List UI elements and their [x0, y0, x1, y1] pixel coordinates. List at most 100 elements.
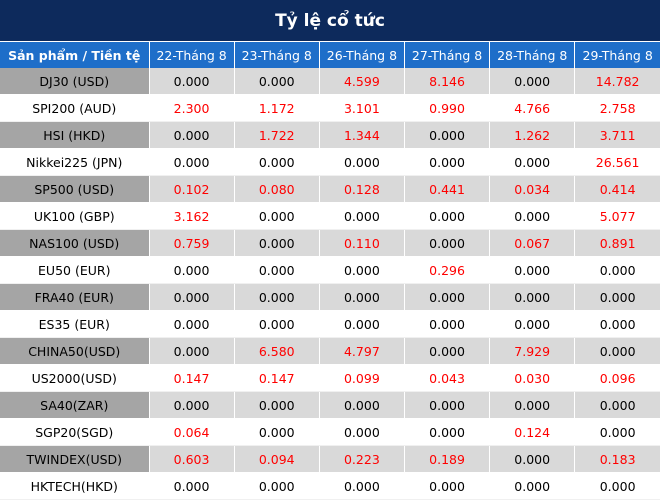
dividend-value-cell: 0.000: [234, 418, 320, 446]
dividend-value-cell: 0.094: [234, 445, 320, 473]
dividend-value-cell: 0.441: [404, 175, 491, 203]
dividend-value-cell: 14.782: [574, 68, 660, 95]
product-name-cell: EU50 (EUR): [0, 256, 150, 284]
dividend-value-cell: 0.414: [574, 175, 660, 203]
dividend-value-cell: 0.000: [489, 202, 576, 230]
product-name-cell: DJ30 (USD): [0, 68, 150, 95]
dividend-value-cell: 0.000: [149, 310, 235, 338]
product-name-cell: HKTECH(HKD): [0, 472, 150, 500]
dividend-value-cell: 1.722: [234, 121, 320, 149]
table-title: Tỷ lệ cổ tức: [0, 0, 660, 42]
dividend-value-cell: 0.000: [489, 256, 576, 284]
dividend-value-cell: 0.000: [149, 391, 235, 419]
dividend-value-cell: 0.099: [319, 364, 405, 392]
dividend-value-cell: 0.000: [574, 256, 660, 284]
dividend-value-cell: 0.000: [404, 391, 491, 419]
dividend-value-cell: 3.711: [574, 121, 660, 149]
table-row: HSI (HKD) 0.000 1.722 1.344 0.000 1.262 3.711: [0, 121, 660, 149]
dividend-value-cell: 0.000: [234, 283, 320, 311]
dividend-value-cell: 26.561: [574, 148, 660, 176]
dividend-value-cell: 0.000: [149, 148, 235, 176]
dividend-value-cell: 0.067: [489, 229, 576, 257]
product-name-cell: US2000(USD): [0, 364, 150, 392]
dividend-value-cell: 0.000: [574, 472, 660, 500]
dividend-value-cell: 3.101: [319, 94, 405, 122]
table-row: US2000(USD) 0.147 0.147 0.099 0.043 0.030 0.09…: [0, 364, 660, 392]
dividend-value-cell: 0.000: [319, 472, 405, 500]
dividend-value-cell: 0.034: [489, 175, 576, 203]
table-row: FRA40 (EUR) 0.000 0.000 0.000 0.000 0.000 0.00…: [0, 283, 660, 311]
dividend-value-cell: 0.000: [319, 283, 405, 311]
product-name-cell: CHINA50(USD): [0, 337, 150, 365]
dividend-value-cell: 8.146: [404, 68, 491, 95]
dividend-value-cell: 0.000: [404, 472, 491, 500]
table-body: DJ30 (USD) 0.000 0.000 4.599 8.146 0.000 14.78…: [0, 68, 660, 500]
dividend-value-cell: 2.758: [574, 94, 660, 122]
dividend-value-cell: 0.000: [149, 337, 235, 365]
table-row: ES35 (EUR) 0.000 0.000 0.000 0.000 0.000 0.000: [0, 310, 660, 338]
dividend-value-cell: 0.000: [319, 310, 405, 338]
product-name-cell: SPI200 (AUD): [0, 94, 150, 122]
table-row: SP500 (USD) 0.102 0.080 0.128 0.441 0.034 0.41…: [0, 175, 660, 203]
dividend-value-cell: 0.000: [489, 68, 576, 95]
dividend-value-cell: 0.000: [404, 202, 491, 230]
dividend-value-cell: 0.000: [319, 418, 405, 446]
dividend-value-cell: 0.000: [574, 283, 660, 311]
dividend-value-cell: 0.223: [319, 445, 405, 473]
dividend-value-cell: 6.580: [234, 337, 320, 365]
dividend-value-cell: 1.172: [234, 94, 320, 122]
dividend-value-cell: 0.990: [404, 94, 491, 122]
dividend-value-cell: 0.064: [149, 418, 235, 446]
dividend-value-cell: 0.000: [404, 148, 491, 176]
dividend-value-cell: 0.183: [574, 445, 660, 473]
product-name-cell: NAS100 (USD): [0, 229, 150, 257]
dividend-value-cell: 0.000: [149, 283, 235, 311]
dividend-value-cell: 0.000: [574, 391, 660, 419]
dividend-value-cell: 0.080: [234, 175, 320, 203]
dividend-value-cell: 0.000: [234, 256, 320, 284]
dividend-value-cell: 0.000: [489, 472, 576, 500]
dividend-value-cell: 0.000: [404, 418, 491, 446]
dividend-value-cell: 0.128: [319, 175, 405, 203]
dividend-value-cell: 0.000: [319, 148, 405, 176]
dividend-value-cell: 0.000: [319, 202, 405, 230]
dividend-value-cell: 0.000: [404, 337, 491, 365]
dividend-value-cell: 4.766: [489, 94, 576, 122]
dividend-value-cell: 0.124: [489, 418, 576, 446]
dividend-value-cell: 0.030: [489, 364, 576, 392]
table-row: TWINDEX(USD) 0.603 0.094 0.223 0.189 0.000 0.1…: [0, 445, 660, 473]
dividend-value-cell: 0.000: [489, 445, 576, 473]
dividend-value-cell: 0.000: [319, 391, 405, 419]
dividend-table: Sản phẩm / Tiền tệ 22-Tháng 8 23-Tháng 8…: [0, 42, 660, 500]
dividend-value-cell: 0.102: [149, 175, 235, 203]
table-row: SA40(ZAR) 0.000 0.000 0.000 0.000 0.000 0.000: [0, 391, 660, 419]
dividend-value-cell: 0.000: [319, 256, 405, 284]
table-row: Nikkei225 (JPN) 0.000 0.000 0.000 0.000 0.000…: [0, 148, 660, 176]
dividend-value-cell: 0.000: [149, 68, 235, 95]
table-row: NAS100 (USD) 0.759 0.000 0.110 0.000 0.067 0.8…: [0, 229, 660, 257]
column-header-date: 28-Tháng 8: [489, 42, 576, 68]
dividend-value-cell: 0.759: [149, 229, 235, 257]
dividend-value-cell: 0.000: [489, 283, 576, 311]
product-name-cell: Nikkei225 (JPN): [0, 148, 150, 176]
product-name-cell: UK100 (GBP): [0, 202, 150, 230]
dividend-value-cell: 0.000: [574, 310, 660, 338]
dividend-value-cell: 4.797: [319, 337, 405, 365]
column-header-date: 29-Tháng 8: [574, 42, 660, 68]
dividend-value-cell: 0.000: [574, 337, 660, 365]
column-header-date: 23-Tháng 8: [234, 42, 320, 68]
dividend-value-cell: 0.000: [404, 283, 491, 311]
column-header-date: 26-Tháng 8: [319, 42, 405, 68]
table-row: UK100 (GBP) 3.162 0.000 0.000 0.000 0.000 5.07…: [0, 202, 660, 230]
dividend-value-cell: 0.000: [149, 472, 235, 500]
dividend-value-cell: 0.110: [319, 229, 405, 257]
product-name-cell: TWINDEX(USD): [0, 445, 150, 473]
column-header-date: 27-Tháng 8: [404, 42, 491, 68]
table-row: CHINA50(USD) 0.000 6.580 4.797 0.000 7.929 0.0…: [0, 337, 660, 365]
dividend-value-cell: 5.077: [574, 202, 660, 230]
dividend-value-cell: 0.000: [574, 418, 660, 446]
dividend-value-cell: 0.891: [574, 229, 660, 257]
dividend-value-cell: 0.603: [149, 445, 235, 473]
dividend-value-cell: 0.147: [234, 364, 320, 392]
